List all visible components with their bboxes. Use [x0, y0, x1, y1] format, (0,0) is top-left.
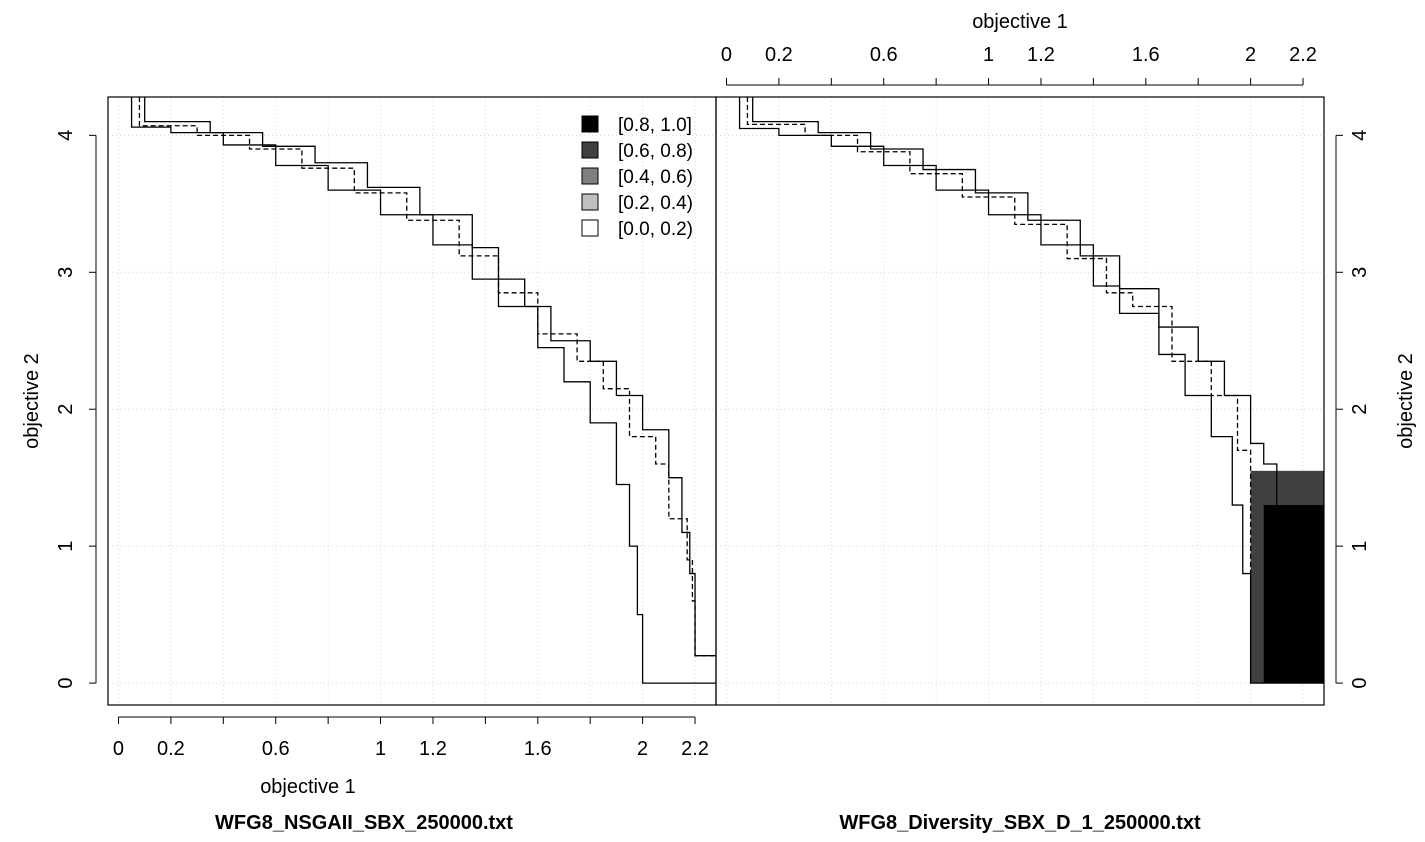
- legend-swatch: [581, 141, 599, 159]
- x-tick-label: 1.2: [419, 738, 447, 760]
- x-axis-label: objective 1: [972, 11, 1068, 33]
- series-line-2: [138, 97, 716, 657]
- legend-label: [0.8, 1.0]: [618, 115, 692, 136]
- x-tick-label: 0.6: [870, 44, 898, 66]
- panel-1: 0 0.2 0.6 1 1.2 1.6 2 2.2 objective 1 0 1 2 3 4 object…: [21, 96, 717, 834]
- y-tick-label: 3: [55, 267, 77, 278]
- y-tick-label: 1: [1349, 541, 1371, 552]
- y-tick-label: 2: [1349, 404, 1371, 415]
- y-tick-label: 0: [1349, 678, 1371, 689]
- x-tick-label: 1.2: [1027, 44, 1055, 66]
- y-tick-label: 3: [1349, 267, 1371, 278]
- x-axis: 0 0.2 0.6 1 1.2 1.6 2 2.2 objective 1: [721, 11, 1317, 86]
- x-axis-label: objective 1: [260, 776, 356, 798]
- y-tick-label: 1: [55, 541, 77, 552]
- y-tick-label: 4: [55, 130, 77, 141]
- y-tick-label: 4: [1349, 130, 1371, 141]
- series-line-3: [752, 97, 1324, 657]
- legend-swatch: [581, 219, 599, 237]
- x-tick-label: 0: [721, 44, 732, 66]
- y-axis-label: objective 2: [1395, 353, 1417, 449]
- plot-frame: [107, 96, 717, 706]
- x-tick-label: 2: [1245, 44, 1256, 66]
- legend-label: [0.0, 0.2): [618, 219, 693, 240]
- y-axis-label: objective 2: [21, 353, 43, 449]
- y-axis: 0 1 2 3 4 objective 2: [1335, 130, 1417, 689]
- x-tick-label: 0.2: [765, 44, 793, 66]
- legend: [0.8, 1.0] [0.6, 0.8) [0.4, 0.6) [0.2, 0.4)…: [581, 115, 693, 240]
- x-tick-label: 1.6: [524, 738, 552, 760]
- panel-subtitle: WFG8_Diversity_SBX_D_1_250000.txt: [839, 812, 1201, 834]
- x-tick-label: 1: [983, 44, 994, 66]
- y-tick-label: 0: [55, 678, 77, 689]
- legend-label: [0.6, 0.8): [618, 141, 693, 162]
- x-axis: 0 0.2 0.6 1 1.2 1.6 2 2.2 objective 1: [113, 716, 709, 798]
- attainment-region: [1263, 505, 1324, 684]
- legend-swatch: [581, 167, 599, 185]
- y-tick-label: 2: [55, 404, 77, 415]
- legend-label: [0.2, 0.4): [618, 193, 693, 214]
- x-tick-label: 0: [113, 738, 124, 760]
- legend-label: [0.4, 0.6): [618, 167, 693, 188]
- x-tick-label: 2: [637, 738, 648, 760]
- series-line-2: [746, 97, 1252, 684]
- x-tick-label: 2.2: [681, 738, 709, 760]
- x-tick-label: 1.6: [1132, 44, 1160, 66]
- legend-swatch: [581, 193, 599, 211]
- x-tick-label: 0.2: [157, 738, 185, 760]
- panel-subtitle: WFG8_NSGAII_SBX_250000.txt: [215, 812, 513, 834]
- x-tick-label: 2.2: [1289, 44, 1317, 66]
- plot-frame: [715, 96, 1325, 706]
- series-line-3: [144, 97, 716, 657]
- panel-2: 0 0.2 0.6 1 1.2 1.6 2 2.2 objective 1 0 1 2 3 4 object…: [715, 11, 1417, 834]
- x-tick-label: 0.6: [262, 738, 290, 760]
- y-axis: 0 1 2 3 4 objective 2: [21, 130, 97, 689]
- x-tick-label: 1: [375, 738, 386, 760]
- legend-swatch: [581, 115, 599, 133]
- series-line-1: [738, 97, 1324, 684]
